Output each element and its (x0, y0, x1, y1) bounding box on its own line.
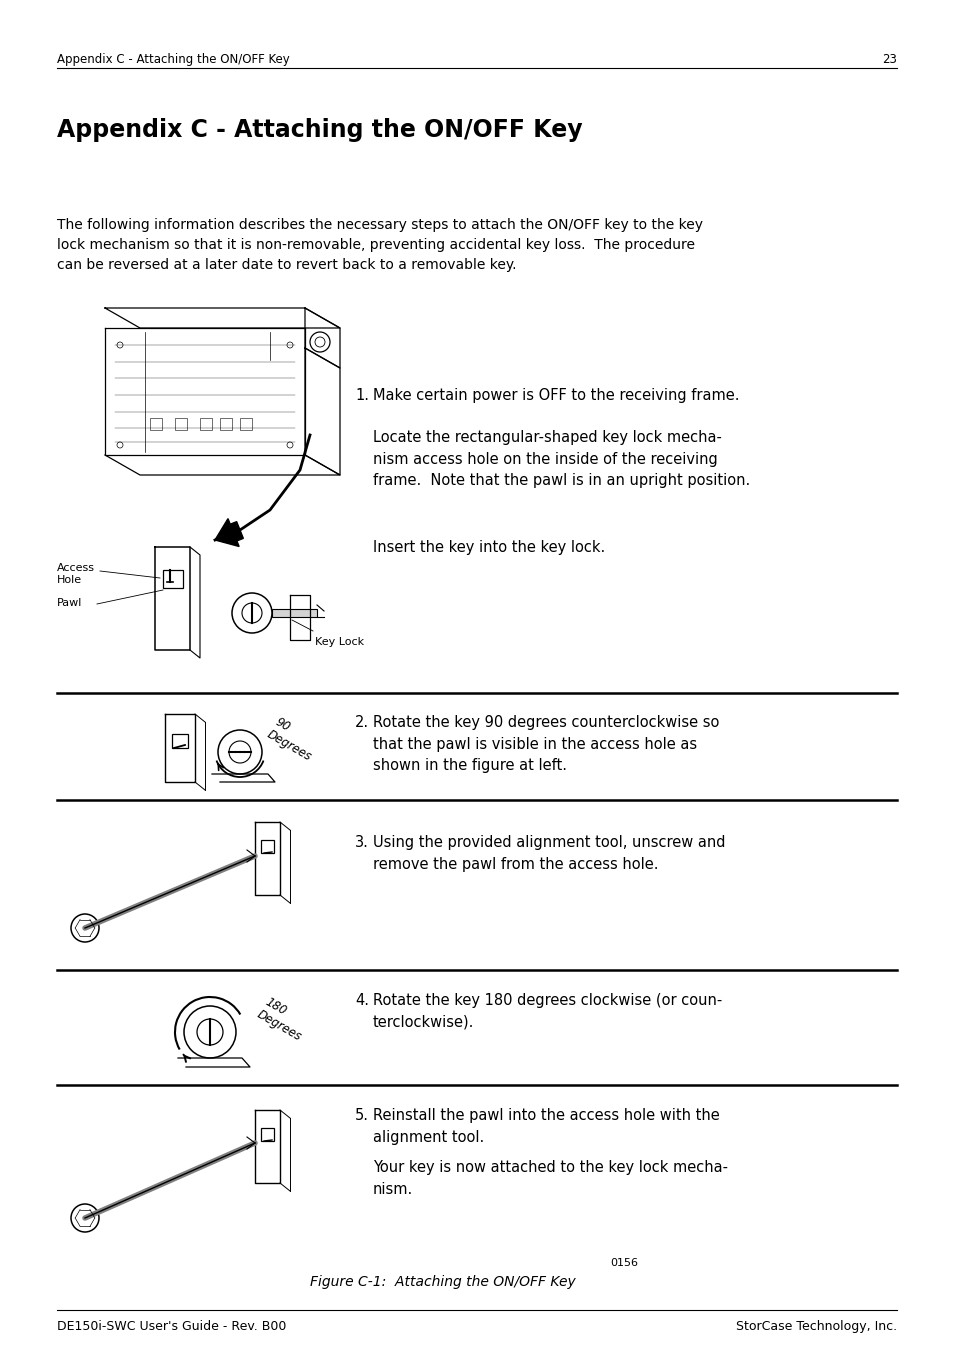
Text: The following information describes the necessary steps to attach the ON/OFF key: The following information describes the … (57, 218, 702, 272)
Text: Make certain power is OFF to the receiving frame.: Make certain power is OFF to the receivi… (373, 387, 739, 402)
Text: Key Lock: Key Lock (314, 637, 364, 648)
Text: Your key is now attached to the key lock mecha-
nism.: Your key is now attached to the key lock… (373, 1160, 727, 1197)
Text: 1.: 1. (355, 387, 369, 402)
Text: Locate the rectangular-shaped key lock mecha-
nism access hole on the inside of : Locate the rectangular-shaped key lock m… (373, 430, 749, 489)
Text: 4.: 4. (355, 993, 369, 1008)
Bar (174, 418, 187, 430)
Bar (200, 418, 212, 430)
Text: StorCase Technology, Inc.: StorCase Technology, Inc. (735, 1320, 896, 1333)
Text: 0156: 0156 (609, 1258, 638, 1268)
Polygon shape (272, 609, 316, 617)
Bar (261, 1128, 274, 1140)
Text: Reinstall the pawl into the access hole with the
alignment tool.: Reinstall the pawl into the access hole … (373, 1108, 719, 1144)
Text: Pawl: Pawl (57, 598, 82, 608)
Text: Appendix C - Attaching the ON/OFF Key: Appendix C - Attaching the ON/OFF Key (57, 53, 290, 66)
Text: Appendix C - Attaching the ON/OFF Key: Appendix C - Attaching the ON/OFF Key (57, 118, 582, 142)
Text: Rotate the key 90 degrees counterclockwise so
that the pawl is visible in the ac: Rotate the key 90 degrees counterclockwi… (373, 715, 719, 773)
Text: 180
Degrees: 180 Degrees (254, 995, 312, 1045)
Bar (240, 418, 252, 430)
Bar (163, 570, 183, 589)
Bar (150, 418, 162, 430)
Text: 2.: 2. (355, 715, 369, 730)
Text: Rotate the key 180 degrees clockwise (or coun-
terclockwise).: Rotate the key 180 degrees clockwise (or… (373, 993, 721, 1029)
Bar (172, 734, 188, 747)
Text: 90
Degrees: 90 Degrees (265, 715, 321, 764)
Text: Access
Hole: Access Hole (57, 563, 95, 585)
Bar (220, 418, 232, 430)
Text: Figure C-1:  Attaching the ON/OFF Key: Figure C-1: Attaching the ON/OFF Key (310, 1275, 576, 1290)
Text: 23: 23 (882, 53, 896, 66)
Bar (261, 841, 274, 853)
Text: 3.: 3. (355, 835, 369, 850)
Text: DE150i-SWC User's Guide - Rev. B00: DE150i-SWC User's Guide - Rev. B00 (57, 1320, 286, 1333)
Text: Insert the key into the key lock.: Insert the key into the key lock. (373, 539, 604, 554)
Text: 5.: 5. (355, 1108, 369, 1123)
FancyArrow shape (214, 519, 243, 546)
Text: Using the provided alignment tool, unscrew and
remove the pawl from the access h: Using the provided alignment tool, unscr… (373, 835, 724, 872)
